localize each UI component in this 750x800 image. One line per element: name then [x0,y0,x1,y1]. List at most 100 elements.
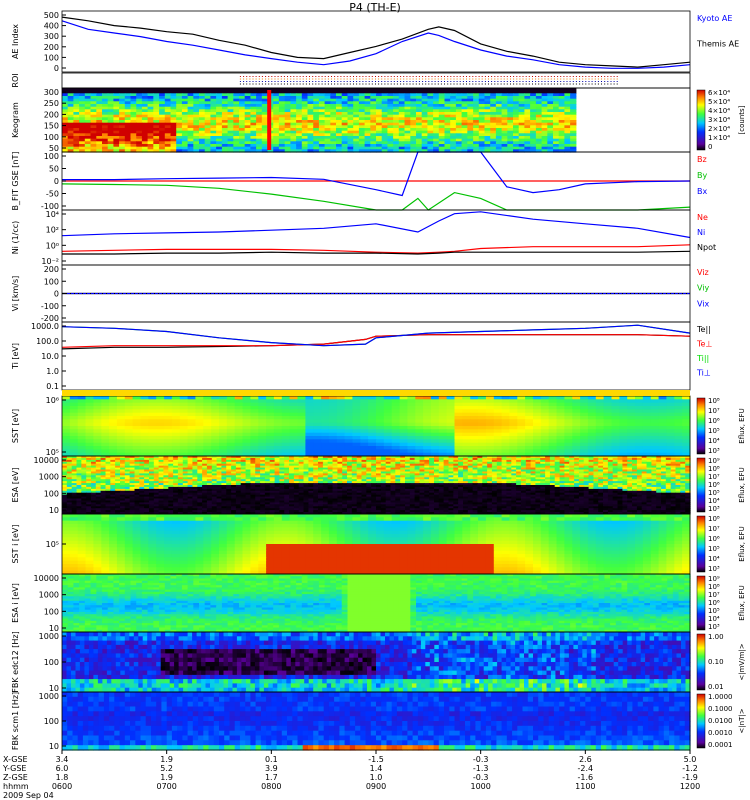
sst_e-cbar-tick: 10⁷ [708,407,720,415]
density-ylabel: Ni (1/cc) [11,221,20,255]
sst_i-cbar-tick: 10⁸ [708,515,720,523]
velocity-ytick: -200 [41,314,59,323]
velocity-legend-0: Viz [697,268,709,277]
footer-date: 2009 Sep 04 [3,791,54,800]
density-ytick: 10² [46,226,59,235]
velocity-legend-2: Vix [697,299,710,308]
footer-value: -1.5 [368,755,384,764]
footer-value: 5.0 [683,755,697,764]
footer-value: -1.6 [577,773,594,782]
esa_i-ytick: 10 [49,624,59,633]
esa_i-ytick: 10000 [34,574,59,583]
keogram-ytick: 200 [44,110,59,119]
ephemeris-footer: X-GSE 3.4 1.9 0.1 -1.5 -0.3 2.6 5.0 Y-GSE 6.0 5.2 3… [0,755,750,800]
fbk_b-colorbar [696,693,706,749]
keogram-ytick: 50 [49,144,59,153]
fbk_b-ylabel: FBK scm1 [Hz] [11,692,20,750]
footer-value: 2.6 [578,755,592,764]
esa_e-cbar-tick: 10⁶ [708,481,720,489]
ae-ytick: 300 [44,32,59,41]
esa_e-cbar-tick: 10⁵ [708,489,720,497]
fbk_e-ytick: 10 [49,684,59,693]
bfield-ytick: -50 [46,190,59,199]
bfield-legend-2: Bx [697,187,707,196]
temp-ytick: 100.0 [36,337,59,346]
sst_e-cbar-tick: 10⁴ [708,437,720,445]
temp-ylabel: Ti [eV] [11,343,20,370]
density-legend-2: Npot [697,243,716,252]
sst_i-cbar-tick: 10³ [708,565,720,573]
sst_e-cells [62,396,691,457]
keogram-cbar-tick: 1×10⁴ [708,134,730,142]
footer-value: -1.3 [472,764,489,773]
velocity-ytick: 200 [44,265,59,274]
keogram-ytick: 250 [44,99,59,108]
ae-legend-0: Kyoto AE [697,14,732,23]
roi-frame [61,72,691,89]
footer-value: 1200 [679,782,701,791]
esa_e-cbar-tick: 10⁷ [708,473,720,481]
esa_e-cbar-tick: 10⁴ [708,497,720,505]
footer-row-label: hhmm [3,782,29,791]
separator-strip [62,390,690,396]
density-line-ni [61,211,691,239]
footer-value: 1.7 [264,773,278,782]
esa_i-ytick: 100 [44,607,59,616]
footer-value: 1.9 [160,773,174,782]
footer-value: 1.9 [160,755,174,764]
density-frame [61,209,691,266]
temp-series [61,324,691,350]
roi-ylabel: ROI [11,73,20,87]
keogram-cbar-tick: 6×10⁴ [708,89,730,97]
sst_e-cbar-tick: 10⁸ [708,397,720,405]
temp-line-te [61,334,691,348]
density-ytick: 10⁴ [46,210,59,219]
sst_i-ylabel: SST i [eV] [11,525,20,564]
keogram-cbar-tick: 4×10⁴ [708,107,730,115]
bfield-line-bx [62,151,691,197]
bfield-series [61,151,691,211]
fbk_b-ytick: 100 [44,717,59,726]
density-ytick: 10⁻² [41,257,59,266]
esa_i-cbar-tick: 10³ [708,623,720,631]
footer-value: -0.3 [472,773,489,782]
bfield-ytick: 100 [44,152,59,161]
sst_i-cbar-tick: 10⁷ [708,525,720,533]
footer-value: 1.4 [369,764,383,773]
temp-line-te [61,334,691,350]
fbk_b-cbar-tick: 0.0001 [708,741,733,749]
fbk_b-cbar-tick: 0.1000 [708,705,733,713]
esa_i-cbar-tick: 10⁴ [708,615,720,623]
esa_e-ytick: 100 [44,489,59,498]
esa_e-ytick: 10000 [34,456,59,465]
footer-value: -0.3 [472,755,489,764]
esa_i-cbar-tick: 10⁸ [708,583,720,591]
esa_e-ytick: 10 [49,506,59,515]
keogram-cells [62,88,577,153]
fbk_b-cbar-tick: 0.0100 [708,717,733,725]
sst_e-ylabel: SST [eV] [11,409,20,443]
sst_i-cbar-label: Eflux, EFU [738,526,746,561]
footer-value: -1.9 [682,773,698,782]
esa_i-cbar-label: Eflux, EFU [738,585,746,620]
ae-ytick: 100 [44,53,59,62]
footer-row-label: X-GSE [3,755,28,764]
esa_e-cbar-tick: 10³ [708,505,720,513]
footer-value: 0700 [156,782,177,791]
ae-line-kyotoae [61,20,691,69]
bfield-ytick: -100 [41,202,59,211]
velocity-legend-1: Viy [697,284,710,293]
esa_i-cbar-tick: 10⁹ [708,575,720,583]
fbk_e-cells [62,632,691,693]
temp-ytick: 10.0 [41,352,59,361]
bfield-ytick: 50 [49,165,59,174]
velocity-ylabel: Vi [km/s] [11,276,20,312]
esa_i-ytick: 1000 [39,591,59,600]
velocity-ytick: 0 [54,290,59,299]
density-line-ne [61,244,691,254]
fbk_b-cbar-tick: 1.0000 [708,693,733,701]
density-ytick: 10⁰ [46,241,59,250]
bfield-ylabel: B_FIT GSE [nT] [11,152,20,211]
footer-value: 0600 [51,782,73,791]
footer-value: 0800 [261,782,282,791]
